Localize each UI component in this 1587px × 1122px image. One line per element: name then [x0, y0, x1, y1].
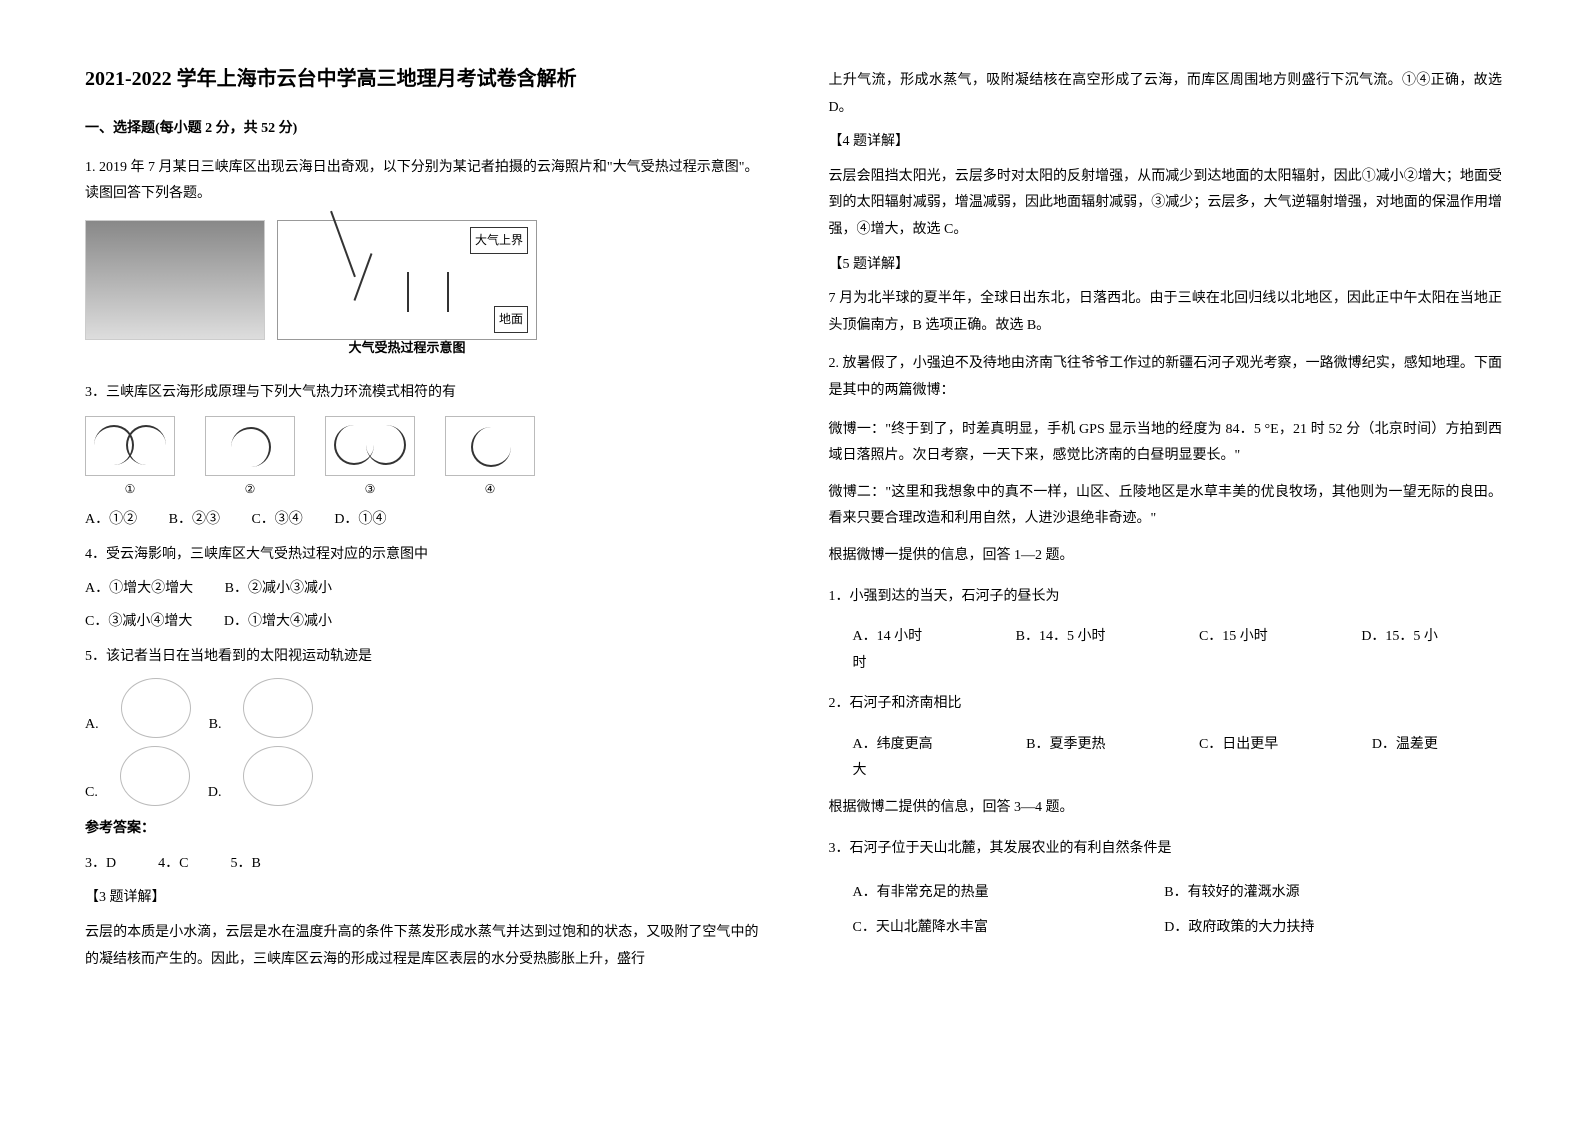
opt: D．①增大④减小: [224, 614, 332, 629]
right-column: 上升气流，形成水蒸气，吸附凝结核在高空形成了云海，而库区周围地方则盛行下沉气流。…: [794, 60, 1538, 1062]
subq1: 1．小强到达的当天，石河子的昼长为: [829, 584, 1503, 611]
circ-fig-2: [205, 416, 295, 476]
doc-title: 2021-2022 学年上海市云台中学高三地理月考试卷含解析: [85, 60, 759, 98]
circ-label: ③: [325, 478, 415, 501]
subq3: 3．石河子位于天山北麓，其发展农业的有利自然条件是: [829, 836, 1503, 863]
sun-row-2: C. D.: [85, 746, 759, 806]
circ-label: ④: [445, 478, 535, 501]
opt: B．夏季更热: [1026, 737, 1105, 752]
sun-path-c: [120, 746, 190, 806]
sun-path-b: [243, 678, 313, 738]
opt: B．有较好的灌溉水源: [1164, 880, 1476, 907]
opt-letter: A.: [85, 712, 99, 739]
blog2: 微博二："这里和我想象中的真不一样，山区、丘陵地区是水草丰美的优良牧场，其他则为…: [829, 480, 1503, 533]
exp4-body: 云层会阻挡太阳光，云层多时对太阳的反射增强，从而减少到达地面的太阳辐射，因此①减…: [829, 164, 1503, 244]
opt: D．15．5 小时: [853, 629, 1438, 671]
circ-fig-4: [445, 416, 535, 476]
sun-path-a: [121, 678, 191, 738]
circ-fig-3: [325, 416, 415, 476]
sun-path-d: [243, 746, 313, 806]
q3-options: A．①② B．②③ C．③④ D．①④: [85, 507, 759, 534]
answers-heading: 参考答案：: [85, 816, 759, 843]
blog1: 微博一："终于到了，时差真明显，手机 GPS 显示当地的经度为 84．5 °E，…: [829, 417, 1503, 470]
opt: A．14 小时: [853, 629, 923, 644]
opt: A．纬度更高: [853, 737, 933, 752]
exp5-body: 7 月为北半球的夏半年，全球日出东北，日落西北。由于三峡在北回归线以北地区，因此…: [829, 286, 1503, 339]
exp4-head: 【4 题详解】: [829, 129, 1503, 156]
opt: D．①④: [334, 512, 386, 527]
exp3-cont: 上升气流，形成水蒸气，吸附凝结核在高空形成了云海，而库区周围地方则盛行下沉气流。…: [829, 68, 1503, 121]
subq2: 2．石河子和济南相比: [829, 691, 1503, 718]
opt: A．①增大②增大: [85, 581, 193, 596]
opt: C．③减小④增大: [85, 614, 192, 629]
opt: B．②③: [169, 512, 220, 527]
prompt-a: 根据微博一提供的信息，回答 1—2 题。: [829, 543, 1503, 570]
heating-diagram: 大气上界 地面 大气受热过程示意图: [277, 220, 537, 340]
circ-fig-1: [85, 416, 175, 476]
prompt-b: 根据微博二提供的信息，回答 3—4 题。: [829, 795, 1503, 822]
exp5-head: 【5 题详解】: [829, 252, 1503, 279]
circ-label: ②: [205, 478, 295, 501]
q4-text: 4．受云海影响，三峡库区大气受热过程对应的示意图中: [85, 542, 759, 569]
q4-options-row1: A．①增大②增大 B．②减小③减小: [85, 576, 759, 603]
q3-text: 3．三峡库区云海形成原理与下列大气热力环流模式相符的有: [85, 380, 759, 407]
opt: D．温差更大: [853, 737, 1438, 779]
sq1-options: A．14 小时 B．14．5 小时 C．15 小时 D．15．5 小时: [829, 624, 1503, 677]
section-heading: 一、选择题(每小题 2 分，共 52 分): [85, 116, 759, 143]
circ-label: ①: [85, 478, 175, 501]
left-column: 2021-2022 学年上海市云台中学高三地理月考试卷含解析 一、选择题(每小题…: [50, 60, 794, 1062]
circulation-figures: ① ② ③ ④: [85, 416, 759, 501]
diagram-top-label: 大气上界: [470, 227, 528, 254]
opt: B．14．5 小时: [1016, 629, 1106, 644]
opt-letter: C.: [85, 780, 98, 807]
exp3-head: 【3 题详解】: [85, 885, 759, 912]
figure-row: 大气上界 地面 大气受热过程示意图: [85, 220, 759, 340]
q4-options-row2: C．③减小④增大 D．①增大④减小: [85, 609, 759, 636]
diagram-bottom-label: 地面: [494, 306, 528, 333]
sq2-options: A．纬度更高 B．夏季更热 C．日出更早 D．温差更大: [829, 732, 1503, 785]
cloud-sea-photo: [85, 220, 265, 340]
opt: C．15 小时: [1199, 629, 1268, 644]
q2-intro: 2. 放暑假了，小强迫不及待地由济南飞往爷爷工作过的新疆石河子观光考察，一路微博…: [829, 351, 1503, 404]
opt-letter: B.: [209, 712, 222, 739]
exp3-body: 云层的本质是小水滴，云层是水在温度升高的条件下蒸发形成水蒸气并达到过饱和的状态，…: [85, 920, 759, 973]
opt-letter: D.: [208, 780, 222, 807]
opt: A．①②: [85, 512, 137, 527]
opt: C．日出更早: [1199, 737, 1278, 752]
opt: D．政府政策的大力扶持: [1164, 915, 1476, 942]
sun-row-1: A. B.: [85, 678, 759, 738]
opt: B．②减小③减小: [225, 581, 332, 596]
diagram-caption: 大气受热过程示意图: [278, 336, 536, 361]
q5-text: 5．该记者当日在当地看到的太阳视运动轨迹是: [85, 644, 759, 671]
q1-intro: 1. 2019 年 7 月某日三峡库区出现云海日出奇观，以下分别为某记者拍摄的云…: [85, 155, 759, 208]
sq3-options: A．有非常充足的热量 B．有较好的灌溉水源 C．天山北麓降水丰富 D．政府政策的…: [829, 876, 1503, 945]
opt: C．天山北麓降水丰富: [853, 915, 1165, 942]
opt: A．有非常充足的热量: [853, 880, 1165, 907]
opt: C．③④: [251, 512, 302, 527]
answers-line: 3．D 4．C 5．B: [85, 851, 759, 878]
